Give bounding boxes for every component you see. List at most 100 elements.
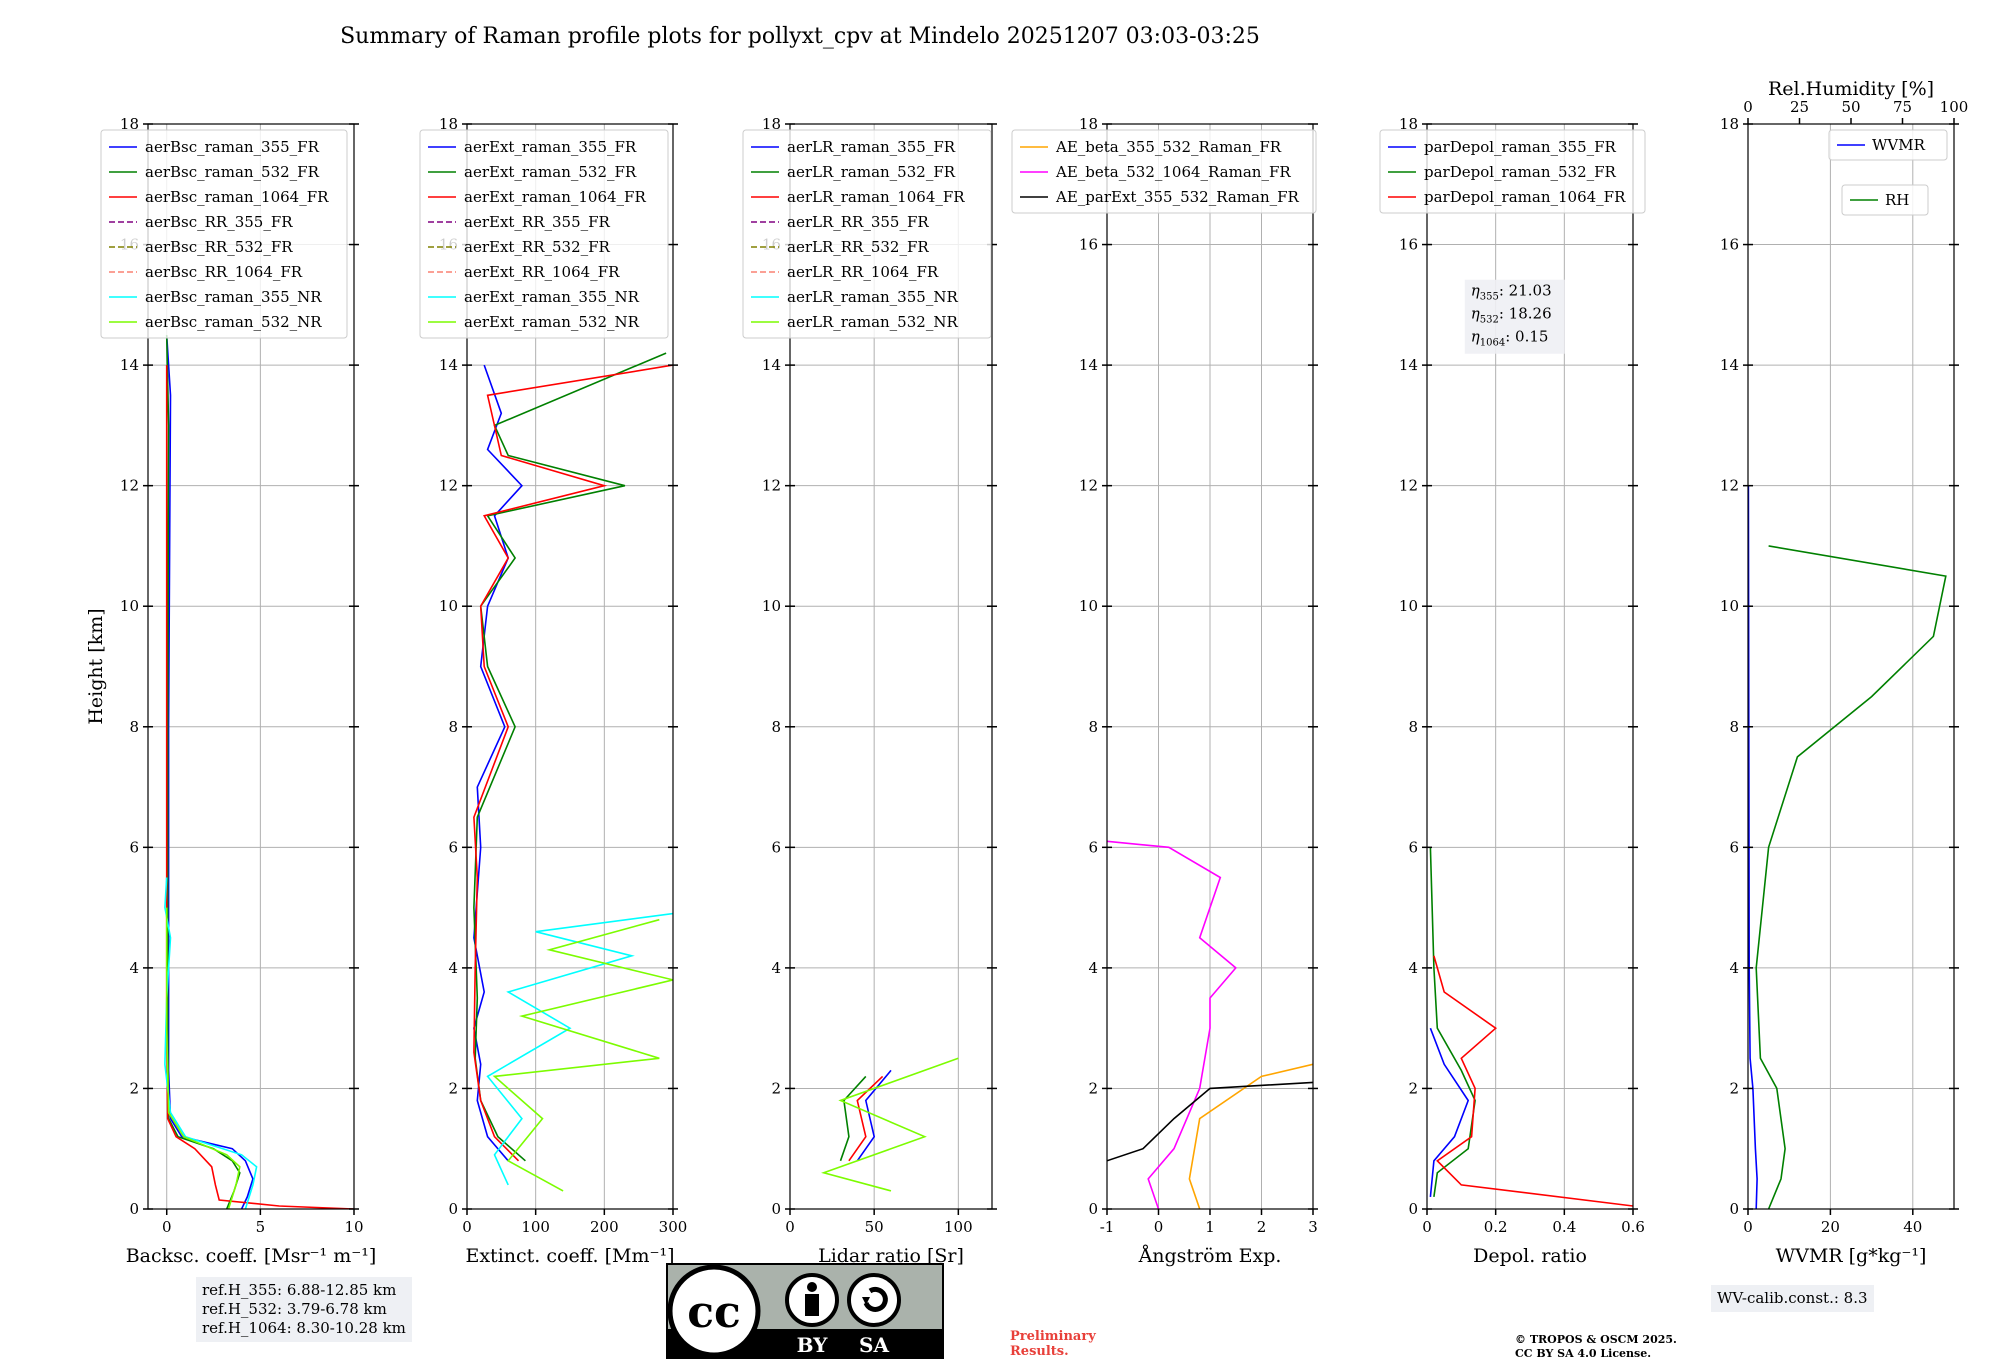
y-tick-label: 10 <box>1720 597 1739 615</box>
y-tick-label: 18 <box>1720 115 1739 133</box>
preliminary-note: Preliminary Results. <box>1010 1329 1096 1359</box>
y-tick-label: 8 <box>129 718 139 736</box>
legend-backscatter: aerBsc_raman_355_FR aerBsc_raman_532_FRae… <box>100 129 348 339</box>
y-tick-label: 8 <box>1729 718 1739 736</box>
series-group <box>821 1057 959 1192</box>
annotation-box <box>1464 279 1565 354</box>
plot-frame <box>789 123 993 1210</box>
y-tick-label: 8 <box>448 718 458 736</box>
series-AE_parExt_355_532_Raman_FR <box>1107 1081 1313 1162</box>
x-tick-label: 0.4 <box>1552 1218 1576 1236</box>
series-aerExt_raman_532_FR <box>473 352 667 1162</box>
y-tick-label: 10 <box>439 597 458 615</box>
plot-frame <box>1747 123 1955 1210</box>
ref-h-355: ref.H_355: 6.88-12.85 km <box>202 1281 397 1299</box>
y-tick-label: 4 <box>1088 959 1098 977</box>
legend-label: AE_beta_355_532_Raman_FR <box>1055 138 1282 156</box>
y-tick-label: 8 <box>771 718 781 736</box>
y-tick-label: 4 <box>448 959 458 977</box>
y-tick-label: 2 <box>448 1079 458 1097</box>
legend-label: aerLR_RR_355_FR <box>787 213 929 231</box>
cc-by-sa-icon: cc BY SA <box>666 1263 944 1359</box>
x-axis-label: WVMR [g*kg⁻¹] <box>1776 1245 1927 1267</box>
eta-532: η532: 18.26 <box>1471 305 1552 326</box>
y-tick-label: 4 <box>129 959 139 977</box>
series-AE_beta_355_532_Raman_FR <box>1188 1063 1313 1209</box>
y-tick-label: 12 <box>1079 477 1098 495</box>
series-AE_beta_532_1064_Raman_FR <box>1107 840 1237 1209</box>
legend-label: aerLR_raman_532_FR <box>787 163 956 181</box>
y-tick-label: 14 <box>1720 356 1739 374</box>
x-tick-label: 10 <box>344 1218 363 1236</box>
plot-frame <box>147 123 355 1210</box>
y-tick-label: 4 <box>1729 959 1739 977</box>
x-tick-label: 0.6 <box>1621 1218 1645 1236</box>
legend-label: AE_parExt_355_532_Raman_FR <box>1055 188 1300 206</box>
x-tick-label: 100 <box>521 1218 550 1236</box>
y-tick-label: 6 <box>448 838 458 856</box>
x2-axis-label: Rel.Humidity [%] <box>1768 78 1934 100</box>
preliminary-line-1: Preliminary <box>1010 1329 1096 1344</box>
series-aerBsc_raman_532_NR <box>165 907 241 1209</box>
figure-title: Summary of Raman profile plots for polly… <box>340 24 1260 49</box>
y-tick-label: 2 <box>1408 1079 1418 1097</box>
y-tick-label: 12 <box>120 477 139 495</box>
series-parDepol_raman_1064_FR <box>1433 955 1633 1207</box>
y-tick-label: 6 <box>1408 838 1418 856</box>
y-tick-label: 18 <box>120 115 139 133</box>
y-tick-label: 14 <box>120 356 139 374</box>
y-tick-label: 14 <box>439 356 458 374</box>
legend-label: aerExt_RR_355_FR <box>464 213 611 231</box>
legend-label: aerLR_raman_1064_FR <box>787 188 965 206</box>
x2-tick-label: 25 <box>1790 98 1809 116</box>
legend-label: aerBsc_RR_355_FR <box>145 213 293 231</box>
series-parDepol_raman_355_FR <box>1429 1027 1470 1197</box>
legend-box <box>419 129 669 339</box>
copyright-line-2: CC BY SA 4.0 License. <box>1515 1347 1652 1360</box>
series-aerBsc_raman_355_NR <box>164 877 258 1209</box>
y-tick-label: 6 <box>1729 838 1739 856</box>
x-tick-label: 0 <box>785 1218 795 1236</box>
x-tick-label: 1 <box>1205 1218 1215 1236</box>
legend-label: aerExt_raman_1064_FR <box>464 188 646 206</box>
legend-label: aerLR_RR_1064_FR <box>787 263 939 281</box>
ref-h-1064: ref.H_1064: 8.30-10.28 km <box>202 1319 406 1337</box>
x-axis-label: Extinct. coeff. [Mm⁻¹] <box>465 1245 674 1267</box>
x-tick-label: 3 <box>1308 1218 1318 1236</box>
series-parDepol_raman_532_FR <box>1429 847 1476 1198</box>
ref-h-532: ref.H_532: 3.79-6.78 km <box>202 1300 387 1318</box>
series-aerLR_raman_355_FR <box>856 1069 892 1162</box>
legend-label: aerLR_raman_532_NR <box>787 313 958 331</box>
x-tick-label: 20 <box>1821 1218 1840 1236</box>
series-aerExt_raman_1064_FR <box>473 364 673 1162</box>
series-group <box>473 352 673 1192</box>
legend-label: aerExt_raman_532_NR <box>464 313 640 331</box>
x-tick-label: 0 <box>1743 1218 1753 1236</box>
legend-label: parDepol_raman_532_FR <box>1424 163 1617 181</box>
series-aerBsc_raman_355_FR <box>165 334 254 1209</box>
y-tick-label: 2 <box>129 1079 139 1097</box>
x-tick-label: 40 <box>1903 1218 1922 1236</box>
legend-lidar_ratio: aerLR_raman_355_FR aerLR_raman_532_FR aerL… <box>742 129 992 339</box>
series-aerExt_raman_532_NR <box>492 918 673 1192</box>
y-axis-label: Height [km] <box>85 608 107 724</box>
x-tick-label: 0.2 <box>1484 1218 1508 1236</box>
series-group <box>1107 840 1313 1209</box>
legend-label: aerBsc_raman_355_NR <box>145 288 322 306</box>
license-sa-label: SA <box>859 1333 889 1357</box>
x2-tick-label: 0 <box>1743 98 1753 116</box>
legend-wvmr: WVMR <box>1828 129 1948 161</box>
wv-calib-const: WV-calib.const.: 8.3 <box>1717 1289 1868 1307</box>
series-WVMR <box>1748 485 1758 1209</box>
legend-box <box>1841 184 1929 216</box>
y-tick-label: 4 <box>771 959 781 977</box>
x-tick-label: 0 <box>162 1218 172 1236</box>
x-axis-label: Depol. ratio <box>1473 1245 1587 1267</box>
series-aerExt_raman_355_NR <box>486 912 673 1186</box>
legend-label: parDepol_raman_1064_FR <box>1424 188 1626 206</box>
x2-tick-label: 100 <box>1940 98 1969 116</box>
x2-tick-label: 75 <box>1893 98 1912 116</box>
series-aerExt_raman_355_FR <box>473 364 523 1162</box>
